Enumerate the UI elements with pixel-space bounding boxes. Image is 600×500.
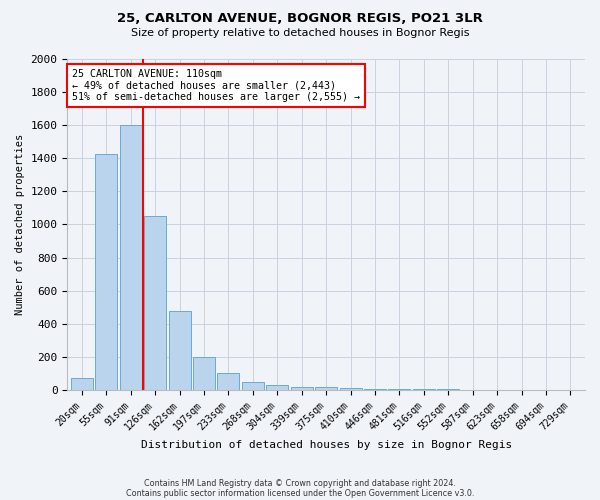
Text: 25 CARLTON AVENUE: 110sqm
← 49% of detached houses are smaller (2,443)
51% of se: 25 CARLTON AVENUE: 110sqm ← 49% of detac… xyxy=(73,69,361,102)
Bar xyxy=(120,125,142,390)
Text: Contains HM Land Registry data © Crown copyright and database right 2024.: Contains HM Land Registry data © Crown c… xyxy=(144,478,456,488)
Bar xyxy=(291,386,313,390)
Bar xyxy=(242,382,264,390)
Bar xyxy=(388,389,410,390)
Text: 25, CARLTON AVENUE, BOGNOR REGIS, PO21 3LR: 25, CARLTON AVENUE, BOGNOR REGIS, PO21 3… xyxy=(117,12,483,26)
Bar xyxy=(364,388,386,390)
Text: Contains public sector information licensed under the Open Government Licence v3: Contains public sector information licen… xyxy=(126,488,474,498)
Text: Size of property relative to detached houses in Bognor Regis: Size of property relative to detached ho… xyxy=(131,28,469,38)
Bar xyxy=(71,378,93,390)
Bar xyxy=(217,374,239,390)
Bar xyxy=(315,388,337,390)
Bar xyxy=(144,216,166,390)
Bar xyxy=(193,357,215,390)
Bar xyxy=(169,312,191,390)
X-axis label: Distribution of detached houses by size in Bognor Regis: Distribution of detached houses by size … xyxy=(140,440,512,450)
Bar xyxy=(266,385,288,390)
Bar xyxy=(95,154,118,390)
Bar xyxy=(340,388,362,390)
Y-axis label: Number of detached properties: Number of detached properties xyxy=(15,134,25,315)
